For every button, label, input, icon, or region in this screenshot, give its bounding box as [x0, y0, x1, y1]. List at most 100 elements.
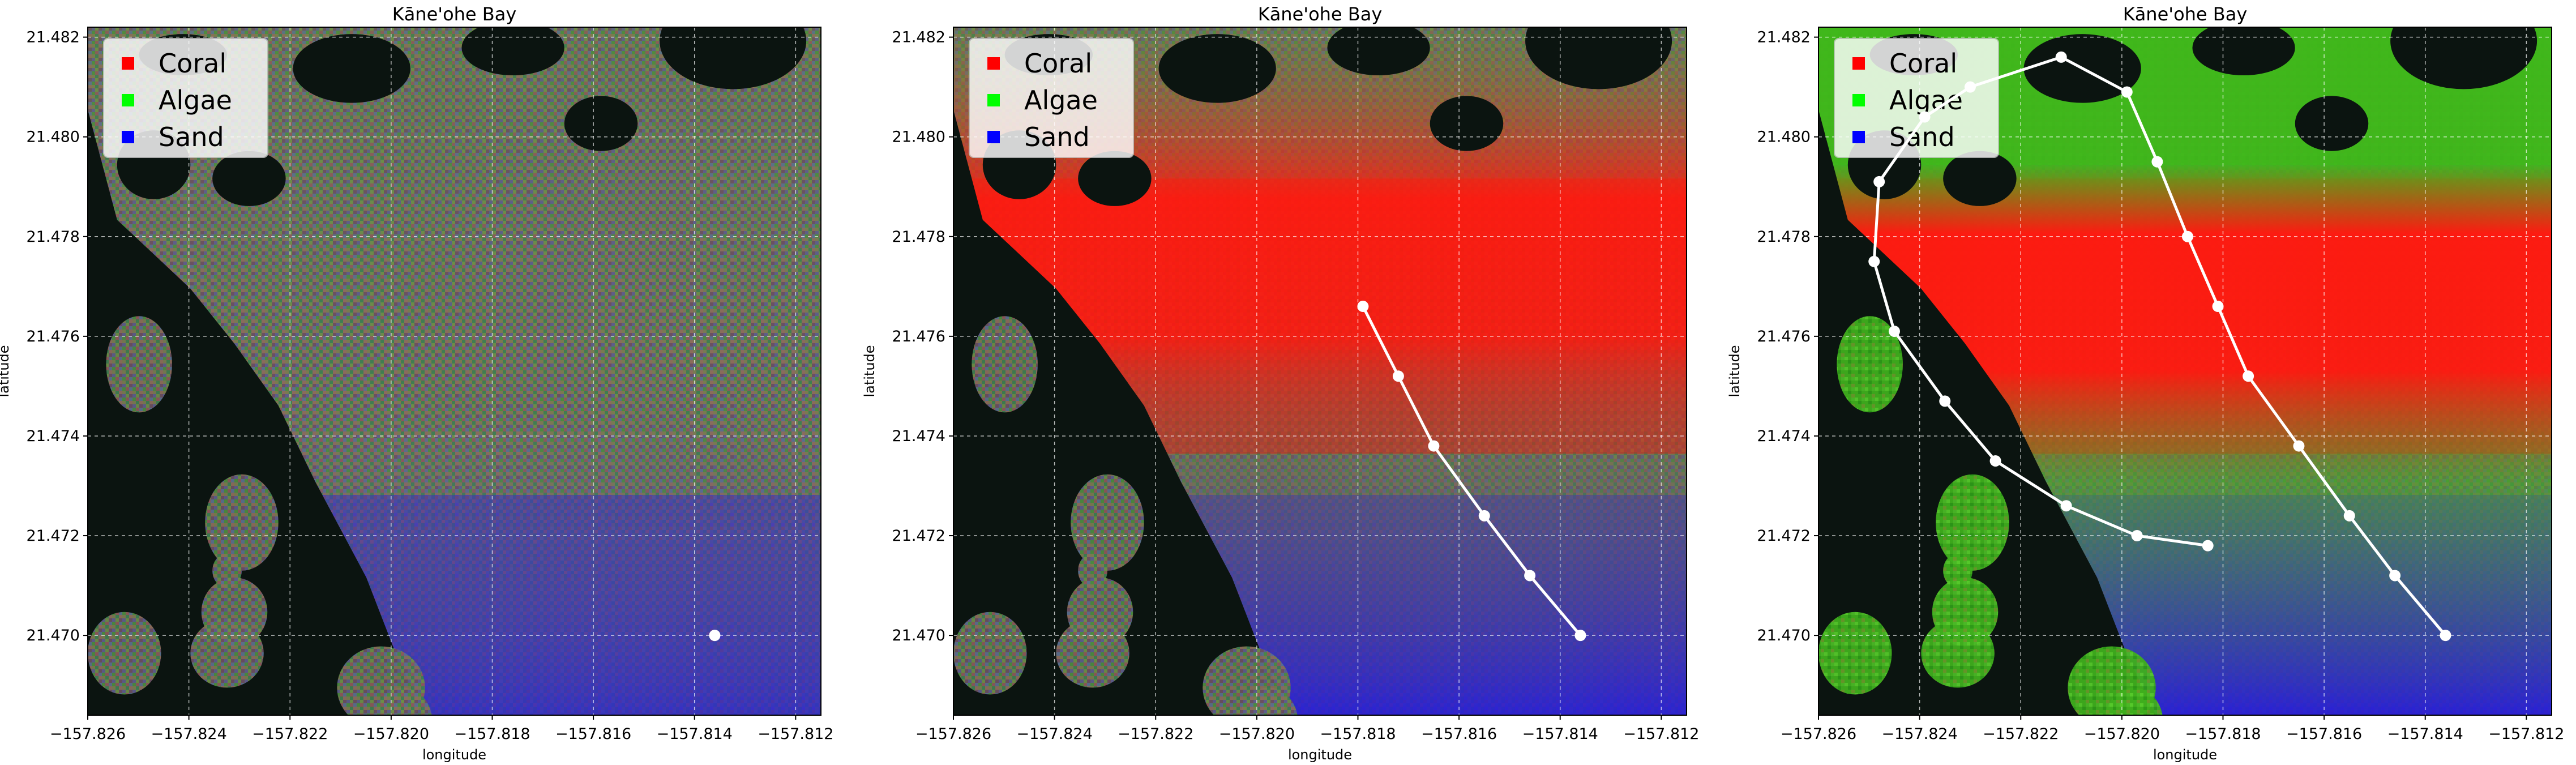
water-patch — [2390, 27, 2538, 89]
y-tick-label: 21.472 — [1757, 527, 1811, 545]
survey-point — [1428, 440, 1440, 452]
heatmap-area — [1818, 27, 2552, 715]
x-tick-label: −157.820 — [2084, 725, 2160, 743]
legend-box — [103, 38, 268, 158]
survey-point — [2131, 530, 2143, 542]
x-tick-label: −157.812 — [758, 725, 833, 743]
legend-box — [969, 38, 1134, 158]
survey-point — [2060, 500, 2072, 512]
x-tick-label: −157.824 — [1016, 725, 1092, 743]
reef-patch — [1078, 553, 1107, 588]
y-tick-label: 21.476 — [892, 328, 945, 345]
legend-swatch-coral — [122, 57, 134, 70]
y-tick-label: 21.476 — [1757, 328, 1811, 345]
x-tick-label: −157.816 — [2286, 725, 2362, 743]
x-tick-label: −157.816 — [1421, 725, 1497, 743]
axes-frame — [953, 27, 1687, 716]
y-tick-label: 21.482 — [892, 29, 945, 46]
legend-swatch-algae — [1852, 94, 1865, 106]
reef-patch — [1936, 474, 2009, 571]
survey-point — [2121, 86, 2133, 98]
reef-patch — [1837, 316, 1903, 413]
legend-label-sand: Sand — [1024, 122, 1090, 152]
legend-swatch-algae — [122, 94, 134, 106]
reef-patch — [1071, 474, 1144, 571]
legend-label-algae: Algae — [159, 85, 232, 116]
heatmap-area — [953, 27, 1687, 715]
x-tick-label: −157.812 — [1623, 725, 1699, 743]
y-axis-label: latitude — [1727, 345, 1743, 397]
legend-label-sand: Sand — [1889, 122, 1955, 152]
reef-patch — [374, 687, 432, 715]
x-tick-label: −157.822 — [1118, 725, 1193, 743]
survey-point — [2202, 540, 2214, 552]
x-tick-label: −157.818 — [2185, 725, 2261, 743]
legend-label-sand: Sand — [159, 122, 224, 152]
reef-patch — [205, 474, 279, 571]
survey-point — [1478, 510, 1490, 522]
chart-panel-prior: −157.826 −157.824 −157.822 −157.820 −157.818… — [0, 3, 833, 763]
legend-swatch-algae — [987, 94, 1000, 106]
water-region — [88, 109, 425, 715]
reef-patch — [106, 316, 172, 413]
y-tick-label: 21.474 — [27, 428, 80, 445]
water-region — [1818, 109, 2156, 715]
y-tick-label: 21.474 — [1757, 428, 1811, 445]
water-patch — [1078, 151, 1152, 206]
x-tick-label: −157.820 — [1219, 725, 1295, 743]
reef-patch — [88, 612, 161, 695]
legend-label-coral: Coral — [1889, 48, 1957, 79]
x-tick-label: −157.820 — [353, 725, 429, 743]
y-tick-label: 21.478 — [892, 228, 945, 246]
x-axis-label: longitude — [1288, 747, 1352, 763]
survey-point — [1873, 176, 1885, 187]
x-tick-label: −157.826 — [50, 725, 126, 743]
y-tick-label: 21.476 — [27, 328, 80, 345]
y-tick-label: 21.470 — [27, 627, 80, 644]
legend-swatch-coral — [1852, 57, 1865, 70]
x-tick-label: −157.824 — [151, 725, 226, 743]
survey-point — [2055, 51, 2067, 63]
reef-patch — [337, 646, 425, 715]
survey-point — [1964, 81, 1976, 93]
reef-patch — [212, 553, 242, 588]
y-tick-label: 21.478 — [27, 228, 80, 246]
water-patch — [1430, 96, 1504, 151]
water-patch — [2295, 96, 2369, 151]
reef-patch — [1240, 687, 1298, 715]
survey-point — [2440, 630, 2451, 642]
x-tick-label: −157.818 — [1320, 725, 1396, 743]
survey-point — [2181, 230, 2193, 242]
water-patch — [1158, 34, 1276, 103]
y-tick-label: 21.480 — [27, 129, 80, 146]
y-tick-label: 21.470 — [892, 627, 945, 644]
survey-point — [709, 630, 721, 642]
legend-label-algae: Algae — [1024, 85, 1098, 116]
survey-point — [1868, 255, 1880, 267]
water-patch — [564, 96, 638, 151]
survey-path-line — [1872, 55, 2447, 636]
water-patch — [1525, 27, 1672, 89]
x-tick-label: −157.814 — [2387, 725, 2463, 743]
reef-patch — [1921, 618, 1995, 688]
chart-panel-partial: −157.826 −157.824 −157.822 −157.820 −157.818… — [862, 3, 1699, 763]
water-patch — [461, 27, 564, 76]
x-tick-label: −157.822 — [1983, 725, 2059, 743]
survey-path-line — [1362, 305, 1582, 636]
reef-patch — [1943, 553, 1972, 588]
survey-point — [2389, 570, 2401, 582]
reef-patch — [2105, 687, 2163, 715]
reef-patch — [1203, 646, 1291, 715]
x-tick-label: −157.818 — [454, 725, 530, 743]
y-tick-label: 21.474 — [892, 428, 945, 445]
x-tick-label: −157.814 — [1522, 725, 1598, 743]
legend-swatch-coral — [987, 57, 1000, 70]
x-tick-label: −157.824 — [1881, 725, 1957, 743]
survey-point — [1939, 395, 1951, 407]
x-axis-label: longitude — [422, 747, 486, 763]
chart-title: Kāne'ohe Bay — [1258, 3, 1383, 25]
